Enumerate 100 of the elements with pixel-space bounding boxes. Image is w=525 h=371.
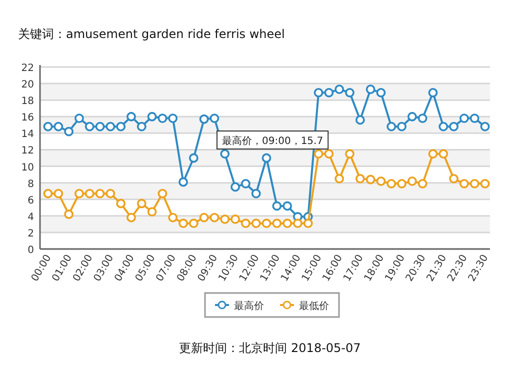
- y-tick-label: 8: [28, 178, 34, 190]
- point: [314, 149, 324, 159]
- y-tick-label: 0: [28, 245, 34, 256]
- point: [64, 126, 74, 136]
- point: [188, 153, 198, 163]
- point: [230, 214, 240, 224]
- point: [74, 188, 84, 198]
- text: 更新时间：北京时间 2018-05-07: [179, 341, 361, 355]
- point: [251, 188, 261, 198]
- legend-label: 最高价: [234, 300, 264, 312]
- y-tick-label: 22: [21, 63, 34, 74]
- point: [158, 114, 168, 123]
- legend-label: 最低价: [299, 300, 329, 312]
- y-tick-label: 10: [21, 162, 34, 174]
- point: [240, 178, 250, 188]
- y-tick-label: 2: [28, 228, 34, 240]
- point: [428, 88, 438, 98]
- point: [459, 114, 469, 123]
- point: [54, 122, 64, 132]
- point: [470, 178, 480, 188]
- point: [84, 188, 94, 198]
- point: [397, 122, 406, 132]
- point: [220, 214, 230, 224]
- point: [376, 176, 386, 186]
- point: [438, 149, 448, 159]
- point: [240, 218, 250, 228]
- point: [282, 218, 292, 228]
- point: [43, 122, 53, 132]
- point: [282, 201, 292, 211]
- point: [407, 112, 417, 122]
- point: [74, 114, 84, 123]
- point: [106, 188, 116, 198]
- point: [210, 114, 220, 123]
- point: [251, 218, 261, 228]
- y-tick-label: 20: [21, 80, 34, 91]
- annotation: 最高价，09:00，15.7: [222, 135, 324, 147]
- point: [334, 84, 344, 94]
- point: [147, 112, 157, 122]
- y-tick-label: 12: [21, 146, 34, 157]
- point: [397, 178, 406, 188]
- point: [158, 188, 168, 198]
- point: [366, 84, 376, 94]
- point: [95, 188, 105, 198]
- point: [262, 218, 272, 228]
- point: [210, 212, 220, 222]
- point: [418, 114, 428, 123]
- point: [355, 115, 365, 125]
- point: [376, 88, 386, 98]
- y-tick-label: 16: [21, 112, 34, 124]
- point: [459, 178, 469, 188]
- point: [418, 178, 428, 188]
- point: [293, 218, 302, 228]
- point: [345, 149, 354, 159]
- point: [220, 149, 230, 159]
- point: [303, 218, 313, 228]
- y-tick-label: 18: [21, 96, 34, 108]
- point: [324, 149, 334, 159]
- point: [230, 182, 240, 192]
- point: [366, 174, 376, 184]
- point: [116, 122, 126, 132]
- point: [449, 174, 458, 184]
- point: [64, 210, 74, 219]
- point: [438, 122, 448, 132]
- point: [272, 218, 282, 228]
- point: [126, 212, 136, 222]
- title: 关键词：amusement garden ride ferris wheel: [18, 27, 285, 41]
- point: [178, 218, 188, 228]
- point: [386, 178, 396, 188]
- point: [470, 114, 480, 123]
- point: [106, 122, 116, 132]
- point: [199, 114, 209, 124]
- point: [168, 212, 178, 222]
- point: [84, 122, 94, 132]
- point: [480, 178, 490, 188]
- point: [449, 122, 458, 132]
- point: [188, 218, 198, 228]
- point: [147, 207, 157, 216]
- point: [314, 88, 324, 98]
- y-tick-label: 14: [21, 129, 34, 140]
- point: [116, 198, 126, 208]
- point: [126, 112, 136, 122]
- point: [480, 122, 490, 132]
- point: [334, 174, 344, 184]
- point: [43, 188, 53, 198]
- point: [262, 153, 272, 163]
- point: [178, 177, 188, 187]
- point: [355, 174, 365, 184]
- point: [345, 88, 354, 98]
- point: [386, 122, 396, 132]
- point: [407, 176, 417, 186]
- point: [428, 149, 438, 159]
- point: [95, 122, 105, 132]
- point: [54, 188, 64, 198]
- point: [136, 198, 146, 208]
- y-tick-label: 6: [28, 195, 34, 206]
- point: [272, 201, 282, 211]
- y-tick-label: 4: [28, 212, 34, 223]
- point: [168, 114, 178, 123]
- point: [324, 88, 334, 98]
- point: [136, 122, 146, 132]
